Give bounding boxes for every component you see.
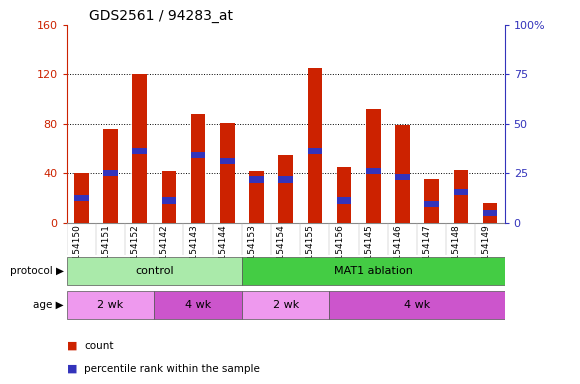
Bar — [249, 171, 264, 223]
Bar — [278, 155, 293, 223]
Bar — [249, 176, 264, 182]
Bar — [220, 122, 234, 223]
Text: control: control — [135, 266, 173, 276]
Text: 2 wk: 2 wk — [273, 300, 299, 310]
Bar — [337, 197, 351, 204]
Bar — [278, 176, 293, 182]
Bar — [329, 291, 505, 319]
Bar — [395, 125, 409, 223]
Text: MAT1 ablation: MAT1 ablation — [334, 266, 412, 276]
Bar — [132, 74, 147, 223]
Bar — [454, 189, 468, 195]
Text: GSM154147: GSM154147 — [423, 224, 432, 279]
Text: GSM154155: GSM154155 — [306, 224, 315, 279]
Bar — [454, 170, 468, 223]
Text: count: count — [84, 341, 114, 351]
Text: GSM154144: GSM154144 — [218, 224, 227, 279]
Bar — [242, 291, 329, 319]
Text: ■: ■ — [67, 364, 77, 374]
Text: GSM154145: GSM154145 — [364, 224, 374, 279]
Text: 2 wk: 2 wk — [97, 300, 124, 310]
Bar — [67, 257, 242, 285]
Bar — [366, 168, 380, 174]
Bar — [74, 173, 89, 223]
Text: 4 wk: 4 wk — [404, 300, 430, 310]
Text: GSM154152: GSM154152 — [130, 224, 140, 279]
Bar — [191, 114, 205, 223]
Bar — [220, 158, 234, 164]
Text: GSM154151: GSM154151 — [102, 224, 110, 279]
Bar — [103, 129, 118, 223]
Text: ■: ■ — [67, 341, 77, 351]
Text: protocol ▶: protocol ▶ — [10, 266, 64, 276]
Text: GSM154154: GSM154154 — [277, 224, 286, 279]
Bar — [307, 68, 322, 223]
Bar — [366, 109, 380, 223]
Bar — [483, 203, 497, 223]
Bar — [307, 148, 322, 154]
Bar — [154, 291, 242, 319]
Bar — [132, 148, 147, 154]
Bar — [162, 171, 176, 223]
Text: GDS2561 / 94283_at: GDS2561 / 94283_at — [89, 8, 233, 23]
Bar — [395, 174, 409, 180]
Bar — [483, 210, 497, 216]
Bar — [337, 167, 351, 223]
Text: GSM154153: GSM154153 — [248, 224, 256, 279]
Bar — [191, 152, 205, 158]
Bar — [425, 179, 439, 223]
Text: GSM154146: GSM154146 — [393, 224, 403, 279]
Text: GSM154143: GSM154143 — [189, 224, 198, 279]
Text: GSM154142: GSM154142 — [160, 224, 169, 279]
Bar — [242, 257, 505, 285]
Text: GSM154150: GSM154150 — [72, 224, 81, 279]
Bar — [67, 291, 154, 319]
Bar — [425, 201, 439, 207]
Bar — [162, 197, 176, 204]
Bar — [103, 170, 118, 176]
Text: GSM154149: GSM154149 — [481, 224, 490, 279]
Text: 4 wk: 4 wk — [185, 300, 211, 310]
Text: age ▶: age ▶ — [33, 300, 64, 310]
Text: GSM154148: GSM154148 — [452, 224, 461, 279]
Text: GSM154156: GSM154156 — [335, 224, 344, 279]
Text: percentile rank within the sample: percentile rank within the sample — [84, 364, 260, 374]
Bar — [74, 195, 89, 201]
